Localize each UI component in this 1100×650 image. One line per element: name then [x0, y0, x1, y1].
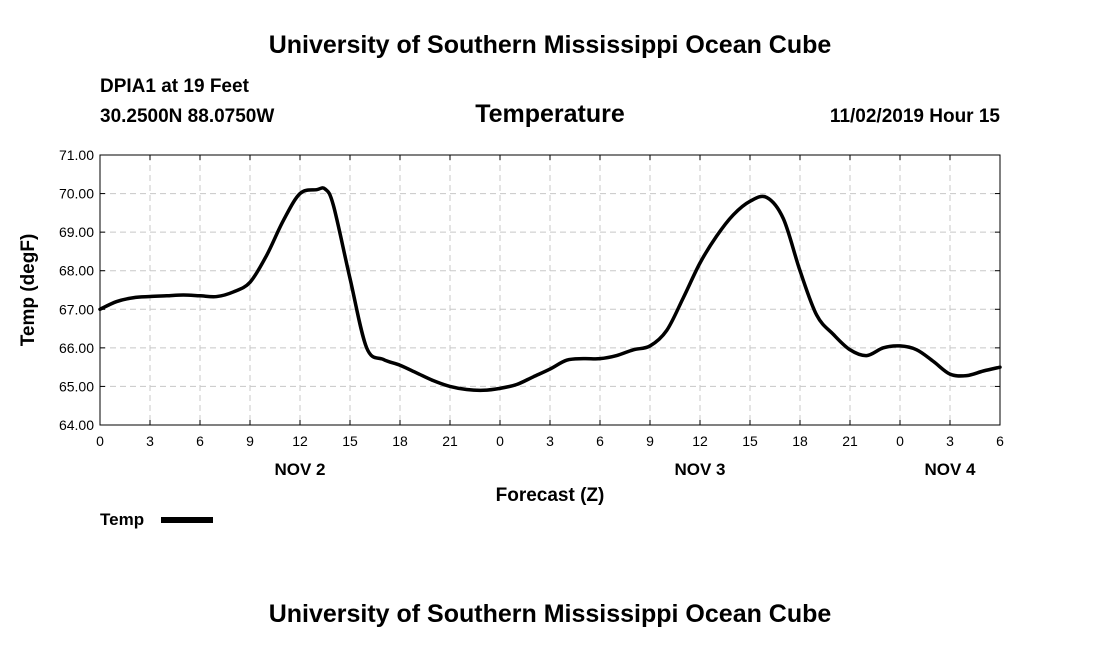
- day-label: NOV 2: [274, 460, 325, 479]
- y-tick-label: 70.00: [59, 186, 94, 202]
- day-label: NOV 4: [924, 460, 976, 479]
- x-axis-label: Forecast (Z): [496, 485, 605, 506]
- chart-header-title: University of Southern Mississippi Ocean…: [268, 31, 832, 59]
- x-tick-label: 0: [96, 433, 104, 449]
- y-tick-label: 66.00: [59, 340, 94, 356]
- x-tick-label: 3: [146, 433, 154, 449]
- x-tick-label: 18: [792, 433, 808, 449]
- legend-label: Temp: [100, 510, 145, 529]
- station-label: DPIA1 at 19 Feet: [100, 76, 249, 97]
- x-tick-label: 3: [946, 433, 954, 449]
- x-tick-label: 0: [496, 433, 504, 449]
- y-tick-label: 65.00: [59, 378, 94, 394]
- x-tick-label: 9: [246, 433, 254, 449]
- x-tick-label: 9: [646, 433, 654, 449]
- chart-footer-title: University of Southern Mississippi Ocean…: [268, 600, 832, 628]
- location-label: 30.2500N 88.0750W: [100, 106, 275, 127]
- x-tick-label: 18: [392, 433, 408, 449]
- y-tick-label: 71.00: [59, 147, 94, 163]
- x-tick-label: 6: [996, 433, 1004, 449]
- x-tick-label: 6: [596, 433, 604, 449]
- x-tick-label: 12: [692, 433, 708, 449]
- chart-title: Temperature: [475, 100, 625, 128]
- y-axis-label: Temp (degF): [18, 234, 39, 347]
- x-tick-label: 15: [342, 433, 358, 449]
- datetime-label: 11/02/2019 Hour 15: [829, 106, 1000, 127]
- x-tick-label: 15: [742, 433, 758, 449]
- x-tick-label: 21: [842, 433, 858, 449]
- x-tick-label: 12: [292, 433, 308, 449]
- y-tick-label: 69.00: [59, 224, 94, 240]
- x-tick-label: 0: [896, 433, 904, 449]
- x-tick-label: 3: [546, 433, 554, 449]
- legend-swatch: [161, 517, 213, 523]
- y-tick-label: 68.00: [59, 263, 94, 279]
- y-tick-label: 64.00: [59, 417, 94, 433]
- x-tick-label: 21: [442, 433, 458, 449]
- series-line-temp: [98, 186, 1002, 393]
- plot-frame: [99, 154, 1001, 426]
- x-tick-label: 6: [196, 433, 204, 449]
- y-tick-label: 67.00: [59, 301, 94, 317]
- day-label: NOV 3: [674, 460, 725, 479]
